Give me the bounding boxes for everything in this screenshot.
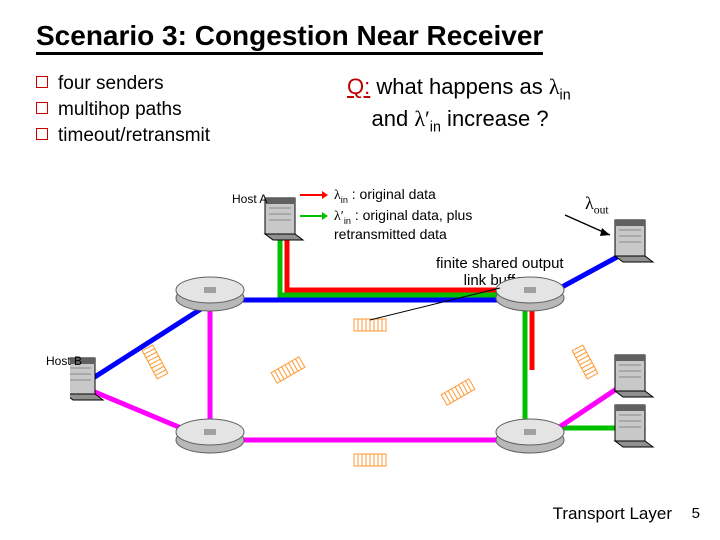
host-a-label: Host A: [232, 192, 267, 206]
buffer-icon: [271, 357, 305, 383]
router-icon: [496, 419, 564, 453]
buffer-icon: [354, 319, 386, 331]
q-text: what happens as: [370, 74, 549, 99]
buffer-icon: [572, 345, 598, 379]
lambda-sub: in: [430, 120, 441, 136]
buffer-icon: [441, 379, 475, 405]
top-row: four senders multihop paths timeout/retr…: [36, 73, 684, 151]
bullet-item: multihop paths: [36, 99, 347, 121]
footer-label: Transport Layer: [553, 504, 672, 524]
page-title: Scenario 3: Congestion Near Receiver: [36, 20, 543, 55]
bullet-item: four senders: [36, 73, 347, 95]
lambda-sub: in: [560, 87, 571, 103]
host-icon: [615, 355, 653, 397]
network-diagram: [70, 180, 670, 500]
q-text: and: [371, 106, 414, 131]
buffer-icon: [354, 454, 386, 466]
page-number: 5: [692, 505, 700, 522]
lambda-prime-icon: λ′: [414, 106, 429, 131]
q-label: Q:: [347, 74, 370, 99]
host-icon: [265, 198, 303, 240]
host-icon: [615, 405, 653, 447]
host-b-label: Host B: [46, 354, 82, 368]
router-icon: [176, 419, 244, 453]
q-text: increase ?: [441, 106, 549, 131]
lambda-icon: λ: [549, 74, 560, 99]
router-icon: [176, 277, 244, 311]
bullet-item: timeout/retransmit: [36, 125, 347, 147]
router-icon: [496, 277, 564, 311]
buffer-icon: [142, 345, 168, 379]
question-text: Q: what happens as λin and λ′in increase…: [347, 73, 684, 151]
bullet-list: four senders multihop paths timeout/retr…: [36, 73, 347, 151]
host-icon: [615, 220, 653, 262]
